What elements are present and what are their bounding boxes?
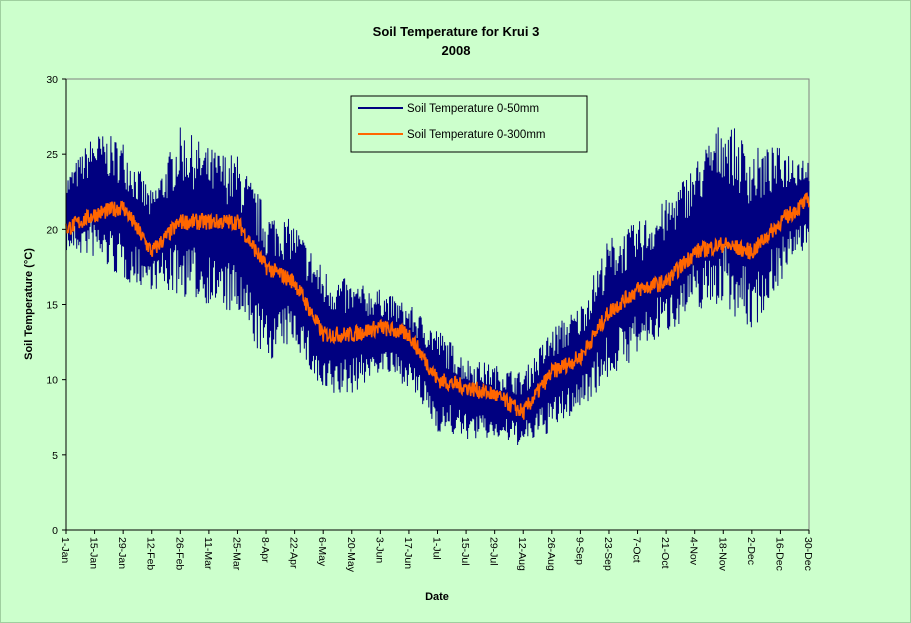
x-tick-label: 20-May bbox=[345, 537, 357, 573]
x-tick-label: 1-Jul bbox=[431, 537, 443, 560]
x-tick-label: 25-Mar bbox=[230, 537, 242, 571]
x-tick-label: 23-Sep bbox=[602, 537, 614, 571]
x-tick-label: 29-Jan bbox=[116, 537, 128, 569]
series-line-deep bbox=[65, 192, 810, 420]
x-axis-title: Date bbox=[425, 591, 449, 603]
x-tick-label: 15-Jul bbox=[459, 537, 471, 566]
x-tick-label: 22-Apr bbox=[288, 537, 300, 569]
legend-label-shallow: Soil Temperature 0-50mm bbox=[407, 103, 539, 115]
x-tick-label: 21-Oct bbox=[659, 537, 671, 569]
y-tick-label: 30 bbox=[46, 74, 58, 86]
x-tick-label: 30-Dec bbox=[802, 537, 814, 571]
x-tick-label: 18-Nov bbox=[716, 537, 728, 572]
x-tick-label: 15-Jan bbox=[88, 537, 100, 569]
y-tick-label: 15 bbox=[46, 300, 58, 312]
legend: Soil Temperature 0-50mm Soil Temperature… bbox=[350, 95, 588, 153]
y-tick-label: 5 bbox=[52, 450, 58, 462]
x-tick-label: 2-Dec bbox=[745, 537, 757, 565]
x-tick-label: 29-Jul bbox=[488, 537, 500, 566]
x-axis-ticks: 1-Jan 15-Jan 29-Jan 12-Feb 26-Feb 11-Mar 25-Ma… bbox=[59, 530, 814, 573]
series-layer bbox=[65, 127, 810, 446]
legend-box bbox=[350, 95, 588, 153]
x-tick-label: 7-Oct bbox=[631, 537, 643, 563]
chart-subtitle: 2008 bbox=[442, 43, 471, 58]
x-tick-label: 16-Dec bbox=[773, 537, 785, 571]
y-axis-ticks: 0 5 10 15 20 25 30 bbox=[46, 74, 66, 537]
x-tick-label: 6-May bbox=[316, 537, 328, 567]
x-tick-label: 12-Aug bbox=[516, 537, 528, 571]
x-tick-label: 12-Feb bbox=[145, 537, 157, 570]
x-tick-label: 1-Jan bbox=[59, 537, 71, 563]
y-tick-label: 0 bbox=[52, 525, 58, 537]
x-tick-label: 8-Apr bbox=[259, 537, 271, 563]
x-tick-label: 26-Aug bbox=[545, 537, 557, 571]
y-tick-label: 20 bbox=[46, 224, 58, 236]
y-axis-title: Soil Temperature (°C) bbox=[23, 248, 35, 360]
x-tick-label: 26-Feb bbox=[173, 537, 185, 570]
x-tick-label: 9-Sep bbox=[573, 537, 585, 565]
x-tick-label: 11-Mar bbox=[202, 537, 214, 570]
y-tick-label: 25 bbox=[46, 149, 58, 161]
x-tick-label: 4-Nov bbox=[688, 537, 700, 566]
x-tick-label: 3-Jun bbox=[373, 537, 385, 563]
chart-title: Soil Temperature for Krui 3 bbox=[373, 24, 540, 39]
series-line-shallow bbox=[65, 127, 810, 446]
y-tick-label: 10 bbox=[46, 375, 58, 387]
x-tick-label: 17-Jun bbox=[402, 537, 414, 569]
legend-label-deep: Soil Temperature 0-300mm bbox=[407, 129, 546, 141]
